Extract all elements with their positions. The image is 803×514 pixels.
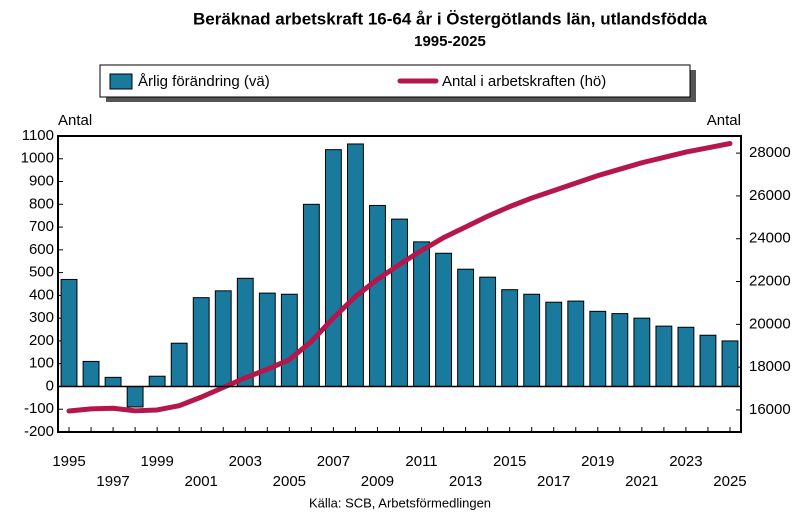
x-tick-label: 2007 [317,453,350,470]
bar [457,268,475,387]
x-tick-label: 2013 [449,473,482,490]
source: Källa: SCB, Arbetsförmedlingen [309,495,491,510]
y-tick-label: 400 [29,286,54,303]
x-tick-label: 2009 [361,473,394,490]
y2-tick-label: 18000 [749,358,791,375]
bar [60,278,78,387]
bar [699,334,717,387]
bar [611,313,629,387]
y-tick-label: 800 [29,195,54,212]
bar [523,293,541,387]
legend [99,64,691,98]
y-tick-label: 1000 [21,150,54,167]
bar [148,375,166,387]
x-tick-label: 2005 [273,473,306,490]
line [66,140,733,414]
x-tick-label: 1997 [96,473,129,490]
bar [479,276,497,387]
y-axis-label: Antal [58,112,92,129]
y-tick-label: 900 [29,173,54,190]
y-tick-label: -200 [24,423,54,440]
x-tick-label: 2023 [669,453,702,470]
bar [435,252,452,387]
bar [589,310,607,387]
bar [214,290,232,387]
x-tick-label: 2011 [405,453,437,470]
bar [192,297,210,387]
bar [280,293,298,387]
bar [545,301,563,387]
x-tick-label: 2001 [185,473,218,490]
bar [633,317,651,387]
y-tick-label: 500 [29,264,54,281]
y-tick-label: -100 [24,400,54,417]
x-tick-label: 2025 [713,473,746,490]
bar [82,360,100,387]
y2-tick-label: 20000 [749,315,791,332]
bar [501,289,519,387]
bar [324,149,342,387]
bar [369,204,386,387]
x-tick-label: 2019 [581,453,614,470]
legend-label: Årlig förändring (vä) [138,73,270,90]
y2-tick-label: 16000 [749,401,791,418]
bar [236,277,254,387]
bar [302,203,320,387]
x-tick-label: 2003 [229,453,262,470]
bar [655,325,673,387]
y2-tick-label: 24000 [749,230,791,247]
bar [391,218,408,387]
bar [677,326,695,387]
bar [170,342,188,387]
bar [413,241,430,387]
x-tick-label: 2021 [625,473,658,490]
chart-subtitle: 1995-2025 [414,33,486,50]
y2-tick-label: 22000 [749,273,791,290]
bar [721,340,739,387]
y-tick-label: 0 [46,377,54,394]
x-tick-label: 1995 [52,453,85,470]
bar [104,376,122,387]
y-tick-label: 1100 [22,127,54,144]
y2-axis-label: Antal [707,112,741,129]
legend-swatch [109,73,133,90]
y2-tick-label: 26000 [749,187,791,204]
bar [567,300,585,387]
bar [126,385,144,408]
x-tick-label: 2015 [493,453,526,470]
y2-tick-label: 28000 [749,144,791,161]
y-tick-label: 200 [29,332,54,349]
x-tick-label: 2017 [537,473,570,490]
chart-title: Beräknad arbetskraft 16-64 år i Östergöt… [193,9,707,28]
y-tick-label: 100 [29,355,54,372]
bar [347,143,364,387]
x-tick-label: 1999 [140,453,173,470]
legend-label: Antal i arbetskraften (hö) [442,73,606,90]
y-tick-label: 300 [29,309,54,326]
y-tick-label: 600 [29,241,54,258]
y-tick-label: 700 [29,218,54,235]
